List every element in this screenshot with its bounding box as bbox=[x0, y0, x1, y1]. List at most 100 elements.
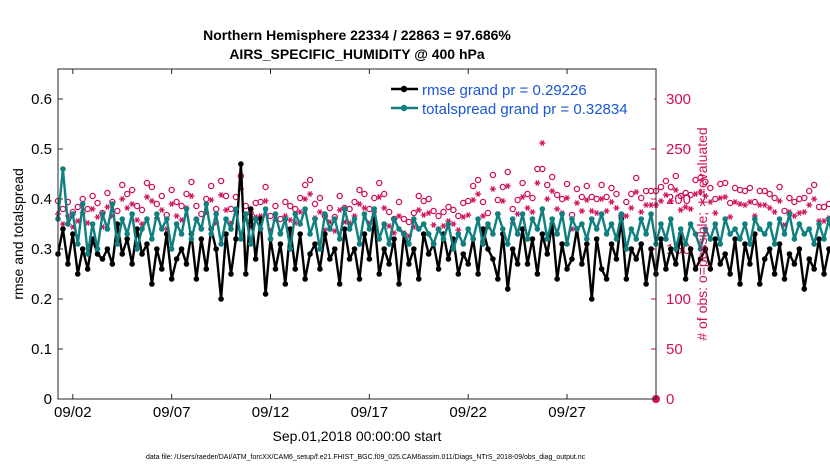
y-tick-label: 0 bbox=[44, 391, 52, 408]
totalspread-point bbox=[272, 211, 279, 217]
totalspread-point bbox=[445, 221, 452, 227]
obs-possible-point bbox=[539, 165, 546, 173]
rmse-point bbox=[381, 246, 387, 252]
obs-possible-point bbox=[301, 181, 309, 189]
rmse-point bbox=[697, 256, 704, 262]
rmse-point bbox=[356, 276, 363, 282]
rmse-point bbox=[806, 256, 813, 262]
totalspread-point bbox=[351, 216, 358, 222]
rmse-point bbox=[134, 226, 140, 232]
obs-possible-point bbox=[104, 189, 111, 197]
totalspread-point bbox=[168, 246, 175, 252]
obs-possible-point bbox=[193, 202, 200, 210]
obs-evaluated-point bbox=[440, 223, 447, 229]
rmse-point bbox=[648, 246, 654, 252]
totalspread-point bbox=[124, 231, 130, 237]
rmse-point bbox=[692, 266, 699, 272]
obs-evaluated-point bbox=[554, 206, 561, 212]
rmse-point bbox=[104, 246, 111, 252]
obs-possible-point bbox=[628, 190, 635, 198]
obs-possible-point bbox=[287, 202, 294, 210]
x-tick-label: 09/02 bbox=[54, 404, 92, 421]
totalspread-point bbox=[806, 226, 813, 232]
totalspread-point bbox=[341, 206, 348, 212]
obs-evaluated-point bbox=[588, 208, 595, 214]
rmse-point bbox=[514, 261, 521, 267]
obs-evaluated-point bbox=[381, 205, 388, 211]
totalspread-point bbox=[623, 246, 630, 252]
rmse-point bbox=[247, 206, 254, 212]
totalspread-point bbox=[322, 211, 328, 217]
obs-evaluated-point bbox=[262, 198, 269, 204]
obs-possible-point bbox=[153, 200, 161, 208]
rmse-point bbox=[761, 256, 768, 262]
totalspread-point bbox=[658, 221, 664, 227]
obs-evaluated-point bbox=[316, 209, 323, 215]
obs-evaluated-point bbox=[727, 214, 734, 220]
obs-possible-point bbox=[474, 176, 482, 184]
obs-possible-point bbox=[336, 192, 343, 200]
obs-evaluated-point bbox=[806, 202, 813, 208]
obs-evaluated-point bbox=[287, 217, 294, 223]
obs-evaluated-point bbox=[396, 213, 403, 219]
totalspread-point bbox=[608, 221, 615, 227]
totalspread-point bbox=[756, 226, 763, 232]
obs-evaluated-point bbox=[104, 204, 111, 210]
rmse-point bbox=[638, 241, 644, 247]
rmse-point bbox=[603, 276, 610, 282]
obs-evaluated-point bbox=[746, 199, 753, 205]
obs-possible-point bbox=[133, 202, 141, 210]
obs-evaluated-point bbox=[761, 202, 768, 208]
obs-possible-point bbox=[791, 198, 798, 206]
rmse-point bbox=[752, 231, 758, 237]
obs-evaluated-point bbox=[524, 205, 531, 211]
totalspread-point bbox=[455, 231, 462, 237]
x-tick-label: 09/07 bbox=[153, 404, 191, 421]
obs-evaluated-point bbox=[544, 196, 551, 202]
obs-possible-point bbox=[499, 183, 507, 191]
rmse-point bbox=[504, 286, 511, 292]
obs-possible-point bbox=[771, 194, 778, 202]
rmse-point bbox=[223, 231, 229, 237]
obs-evaluated-point bbox=[811, 196, 818, 202]
obs-evaluated-point bbox=[470, 197, 477, 203]
obs-evaluated-point bbox=[529, 209, 536, 215]
rmse-point bbox=[826, 246, 830, 252]
obs-possible-point bbox=[657, 183, 665, 191]
totalspread-point bbox=[722, 216, 728, 222]
obs-possible-point bbox=[375, 179, 383, 187]
rmse-point bbox=[154, 246, 160, 252]
obs-possible-point bbox=[455, 212, 462, 220]
rmse-point bbox=[391, 236, 397, 242]
obs-possible-point bbox=[761, 187, 768, 195]
obs-evaluated-point bbox=[376, 194, 383, 200]
obs-evaluated-point bbox=[415, 207, 422, 213]
totalspread-point bbox=[79, 201, 86, 207]
obs-possible-point bbox=[573, 185, 581, 193]
y2-axis-label: # of obs: o=possible; ∗=evaluated bbox=[694, 127, 710, 340]
y2-tick-label: 50 bbox=[666, 341, 683, 358]
totalspread-point bbox=[396, 226, 402, 232]
obs-evaluated-point bbox=[549, 188, 556, 194]
rmse-point bbox=[336, 281, 343, 287]
obs-possible-point bbox=[440, 208, 447, 216]
obs-possible-point bbox=[825, 200, 830, 208]
obs-possible-point bbox=[707, 184, 714, 192]
totalspread-point bbox=[821, 236, 827, 242]
obs-evaluated-point bbox=[302, 196, 309, 202]
rmse-point bbox=[158, 266, 165, 272]
obs-evaluated-point bbox=[776, 198, 783, 204]
rmse-point bbox=[579, 261, 585, 267]
rmse-point bbox=[569, 256, 575, 262]
totalspread-point bbox=[193, 216, 200, 222]
rmse-point bbox=[178, 246, 185, 252]
totalspread-point bbox=[648, 211, 654, 217]
obs-possible-point bbox=[469, 182, 477, 190]
rmse-point bbox=[139, 251, 145, 257]
obs-evaluated-point bbox=[593, 210, 600, 216]
legend-rmse-label: rmse grand pr = 0.29226 bbox=[422, 82, 587, 99]
rmse-point bbox=[317, 266, 323, 272]
totalspread-point bbox=[524, 236, 531, 242]
obs-possible-point bbox=[553, 191, 561, 199]
